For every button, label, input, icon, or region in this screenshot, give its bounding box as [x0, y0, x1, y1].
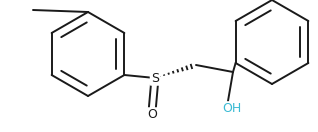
- Text: OH: OH: [222, 103, 242, 116]
- Text: O: O: [147, 109, 157, 121]
- Text: S: S: [151, 72, 159, 84]
